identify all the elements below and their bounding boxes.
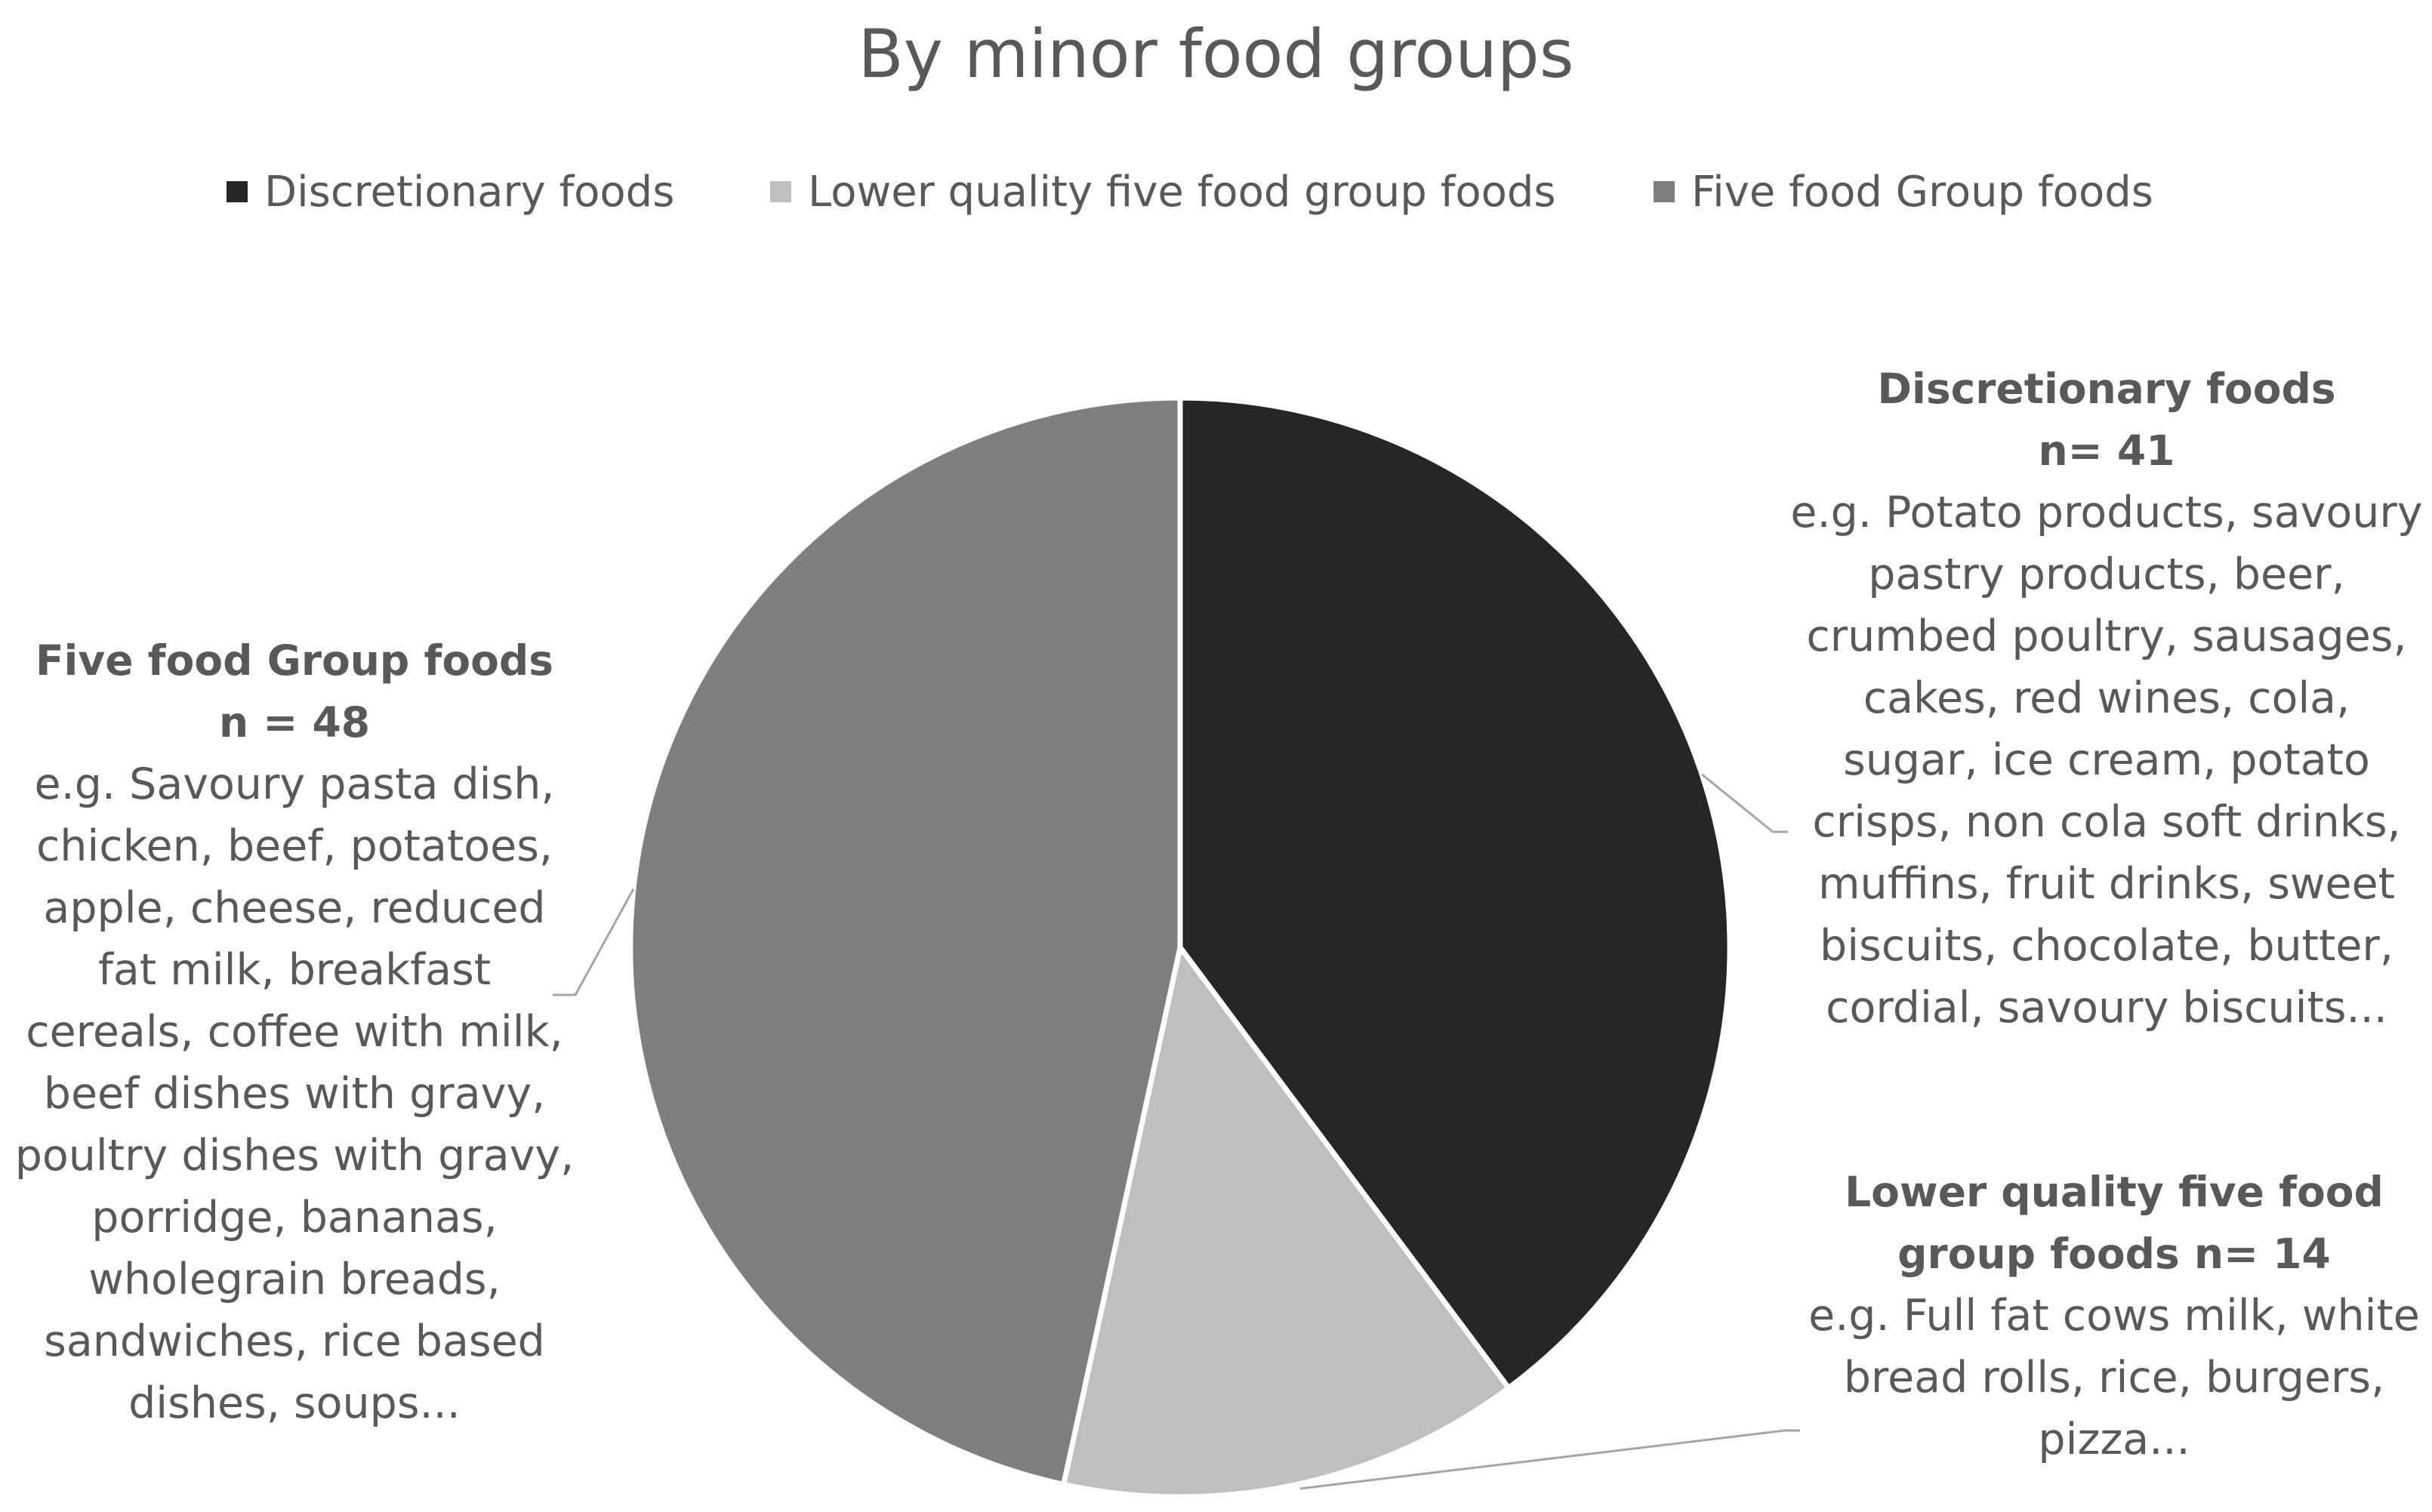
- data-label-discretionary-count: n= 41: [2038, 427, 2175, 475]
- pie-slice-discretionary[interactable]: [1177, 395, 1733, 1391]
- legend-label-lower-quality: Lower quality five food group foods: [808, 167, 1556, 217]
- data-label-discretionary-examples: e.g. Potato products, savoury pastry pro…: [1790, 488, 2423, 1033]
- data-label-five-food-group-count: n = 48: [218, 698, 371, 747]
- legend-item-five-food-group[interactable]: Five food Group foods: [1654, 162, 2153, 222]
- data-label-lower-quality-examples: e.g. Full fat cows milk, white bread rol…: [1808, 1291, 2420, 1464]
- legend-label-five-food-group: Five food Group foods: [1691, 167, 2153, 217]
- pie-slice-lower-quality[interactable]: [1061, 944, 1512, 1500]
- legend-swatch-five-food-group: [1654, 181, 1675, 202]
- legend-item-lower-quality[interactable]: Lower quality five food group foods: [770, 162, 1556, 222]
- data-label-discretionary-heading: Discretionary foods: [1877, 365, 2336, 413]
- leader-line-lower-quality: [1299, 1429, 1800, 1490]
- leader-line-discretionary: [1701, 773, 1788, 833]
- legend: Discretionary foods Lower quality five f…: [0, 162, 2432, 222]
- leader-line-five-food-group: [553, 888, 635, 996]
- data-label-lower-quality-count: n= 14: [2193, 1230, 2331, 1278]
- data-label-discretionary: Discretionary foods n= 41 e.g. Potato pr…: [1789, 358, 2424, 1039]
- data-label-five-food-group-examples: e.g. Savoury pasta dish, chicken, beef, …: [14, 759, 575, 1428]
- data-label-five-food-group-heading: Five food Group foods: [35, 636, 554, 685]
- data-label-lower-quality: Lower quality five food group foods n= 1…: [1797, 1161, 2431, 1470]
- data-label-five-food-group: Five food Group foods n = 48 e.g. Savour…: [8, 630, 581, 1434]
- legend-label-discretionary: Discretionary foods: [264, 167, 675, 217]
- pie-slices: [627, 395, 1733, 1500]
- legend-item-discretionary[interactable]: Discretionary foods: [227, 162, 674, 222]
- data-label-lower-quality-heading: Lower quality five food group foods n= 1…: [1845, 1168, 2384, 1278]
- leader-lines: [553, 773, 1800, 1490]
- legend-swatch-lower-quality: [770, 181, 791, 202]
- pie-slice-five-food-group[interactable]: [627, 395, 1183, 1487]
- legend-swatch-discretionary: [227, 181, 248, 202]
- chart-title: By minor food groups: [858, 15, 1574, 93]
